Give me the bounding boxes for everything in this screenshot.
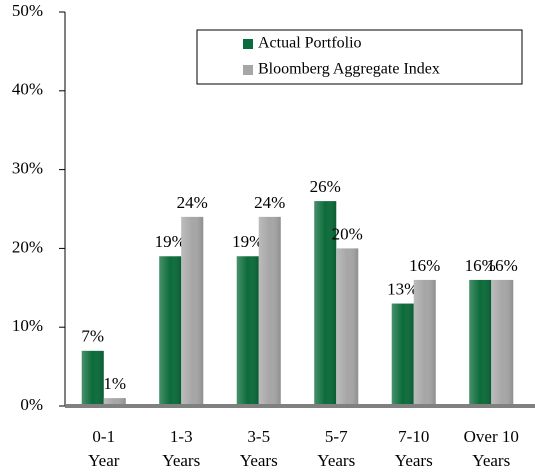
bar-shade [258,216,281,406]
bar-shade [469,279,492,406]
bar-shade [336,248,359,406]
x-tick-line: 5-7 [325,427,348,446]
data-label: 16% [409,256,440,275]
bar-shade [314,201,337,406]
data-label: 7% [81,327,104,346]
x-tick-label: 0-1 Year [88,427,120,470]
legend-swatch [243,39,253,49]
data-label: 19% [232,232,263,251]
bar-shade [159,256,182,406]
x-tick-line: 0-1 [92,427,115,446]
x-tick-line: 7-10 [398,427,429,446]
y-tick-label: 40% [12,80,43,99]
data-label: 24% [254,193,285,212]
y-tick-label: 0% [20,395,43,414]
x-tick-label: 7-10 Years [395,427,433,470]
x-tick-line: Years [472,451,510,470]
x-tick-label: 5-7 Years [317,427,355,470]
y-tick-label: 20% [12,237,43,256]
bar-shade [236,256,259,406]
x-tick-line: Years [162,451,200,470]
data-label: 19% [155,232,186,251]
data-label: 16% [487,256,518,275]
data-label: 13% [387,279,418,298]
x-tick-label: 1-3 Years [162,427,200,470]
x-tick-line: Over 10 [464,427,519,446]
y-tick-label: 50% [12,1,43,20]
x-tick-label: Over 10 Years [464,427,519,470]
legend-label: Actual Portfolio [258,35,362,52]
x-tick-line: Year [88,451,120,470]
x-tick-line: Years [240,451,278,470]
bar-shade [491,279,514,406]
x-tick-label: 3-5 Years [240,427,278,470]
bar-shade [103,398,126,406]
bar-shade [391,303,414,406]
x-axis [65,404,535,408]
x-tick-line: Years [317,451,355,470]
bar-shade [81,350,104,406]
data-label: 20% [332,224,363,243]
y-tick-label: 10% [12,316,43,335]
y-tick-label: 30% [12,159,43,178]
data-label: 16% [465,256,496,275]
data-label: 1% [103,374,126,393]
legend-swatch [243,65,253,75]
bar-shade [181,216,204,406]
x-tick-line: 1-3 [170,427,193,446]
data-label: 24% [177,193,208,212]
data-label: 26% [310,177,341,196]
legend-label: Bloomberg Aggregate Index [258,61,440,78]
bar-shade [413,279,436,406]
x-tick-line: 3-5 [247,427,270,446]
x-tick-line: Years [395,451,433,470]
